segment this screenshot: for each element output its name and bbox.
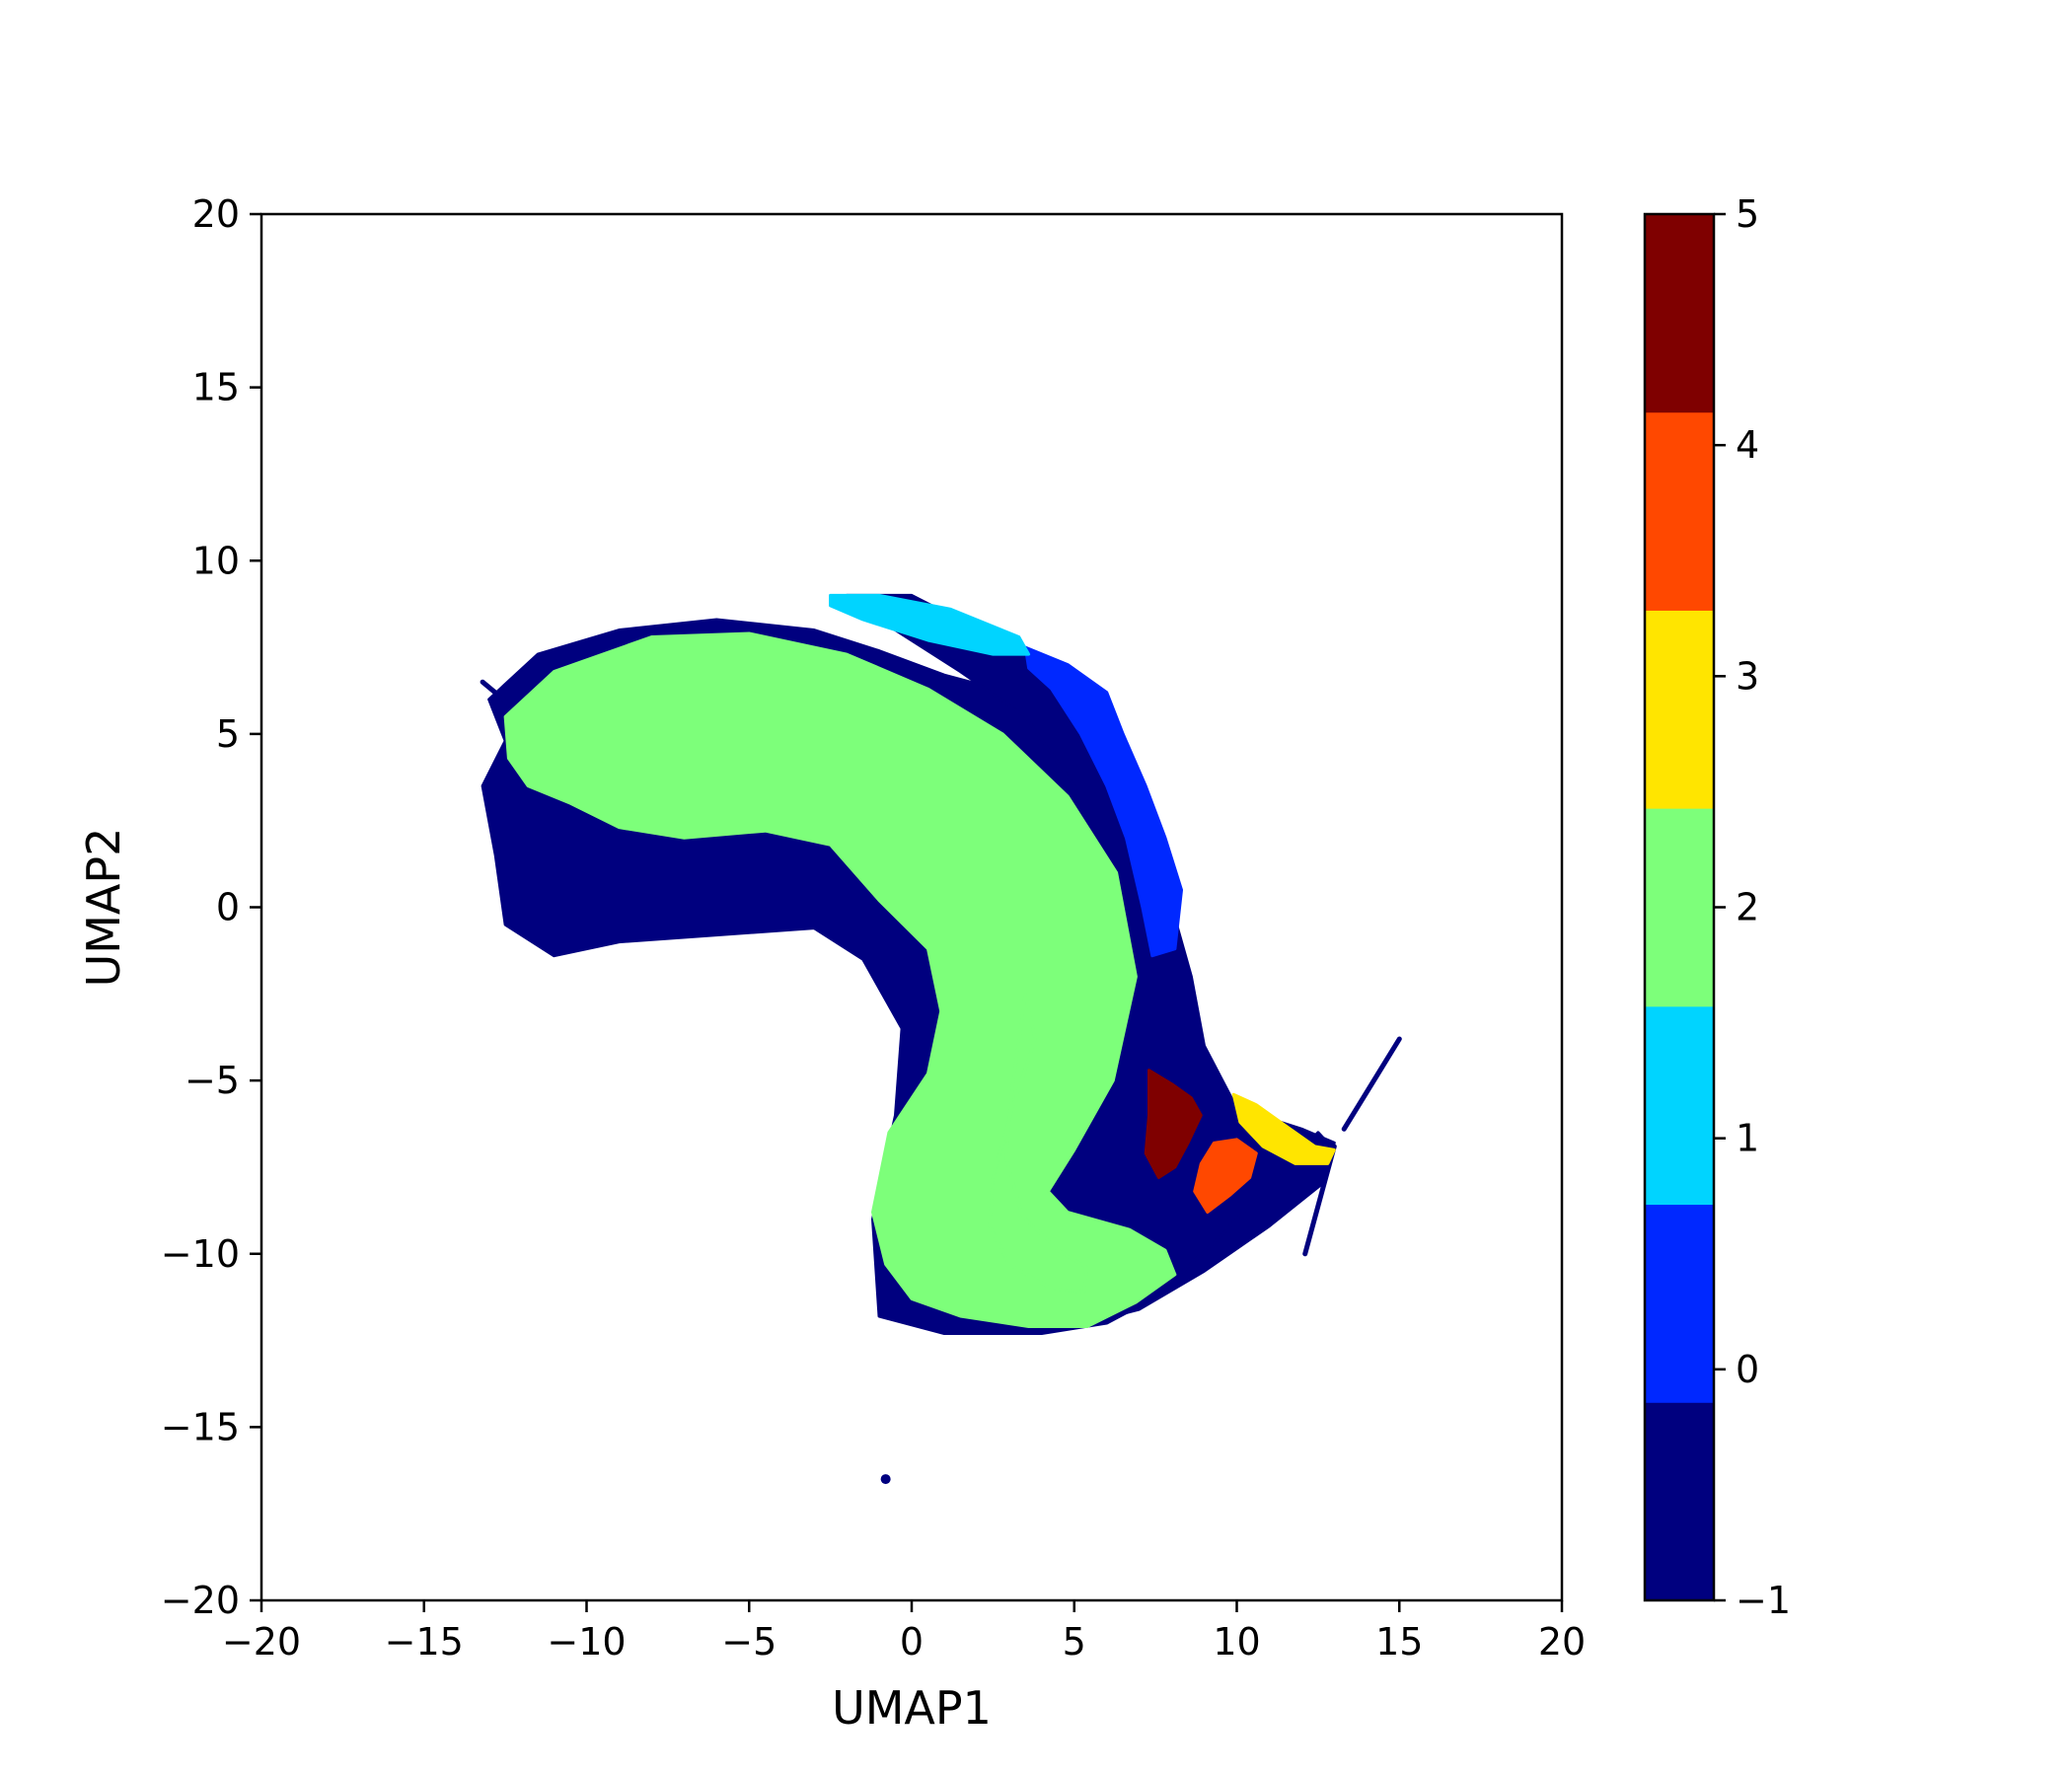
y-tick-label: −10 [161,1232,240,1276]
colorbar-bin-4 [1645,411,1714,611]
cluster--1-outlier-point [880,1474,891,1485]
x-tick-label: −15 [385,1620,464,1664]
cluster-5-region-0 [1144,1069,1203,1179]
y-tick-label: 20 [192,192,240,236]
x-tick-label: −20 [222,1620,301,1664]
cluster-4-region-0 [1193,1138,1258,1215]
scatter-plot-area [480,593,1402,1485]
cluster-5-points [1144,1069,1203,1179]
colorbar-tick-label: 4 [1736,423,1759,467]
colorbar-tick-label: 0 [1736,1348,1759,1391]
y-tick-label: 5 [216,712,240,756]
cluster-1-region-0 [829,593,1031,656]
colorbar-tick-label: −1 [1736,1579,1791,1622]
cluster-4-points [1193,1138,1258,1215]
cluster-1-points [829,593,1031,656]
x-tick-label: 10 [1213,1620,1260,1664]
cluster-3-points [1231,1092,1336,1165]
x-tick-label: 0 [900,1620,924,1664]
colorbar-tick-label: 5 [1736,192,1759,236]
y-tick-label: 0 [216,886,240,929]
x-tick-label: 5 [1063,1620,1086,1664]
y-tick-label: −15 [161,1405,240,1448]
colorbar-tick-label: 3 [1736,654,1759,698]
x-axis: −20 −15 −10 −5 0 5 10 15 20 [222,1600,1586,1664]
colorbar-tick-label: 2 [1736,886,1759,929]
cluster--1-strand-5 [1302,1144,1337,1257]
colorbar-tick-label: 1 [1736,1117,1759,1160]
x-tick-label: −10 [547,1620,626,1664]
x-tick-label: −5 [721,1620,777,1664]
colorbar-bin-1 [1645,1005,1714,1206]
x-tick-label: 20 [1538,1620,1586,1664]
colorbar-bin-0 [1645,1204,1714,1403]
cluster-2-points [503,631,1177,1328]
cluster-3-region-0 [1231,1092,1336,1165]
colorbar-bin--1 [1645,1402,1714,1601]
y-axis: −20 −15 −10 −5 0 5 10 15 20 [161,192,261,1622]
y-tick-label: 15 [192,366,240,409]
cluster--1-strand-4 [1341,1036,1402,1132]
colorbar-bin-2 [1645,808,1714,1007]
cluster-2-region-1 [988,992,1089,1294]
y-tick-label: −20 [161,1579,240,1622]
x-tick-label: 15 [1375,1620,1423,1664]
cluster-0-points [1023,645,1183,958]
cluster-0-region-0 [1023,645,1183,958]
y-axis-title: UMAP2 [77,828,130,988]
y-tick-label: −5 [185,1059,240,1102]
colorbar-bin-3 [1645,610,1714,809]
x-axis-title: UMAP1 [832,1681,992,1735]
y-tick-label: 10 [192,539,240,582]
colorbar-bin-5 [1645,214,1714,413]
colorbar: −1 0 1 2 3 4 5 [1643,192,1791,1622]
cluster--1-strand-3 [480,679,515,709]
